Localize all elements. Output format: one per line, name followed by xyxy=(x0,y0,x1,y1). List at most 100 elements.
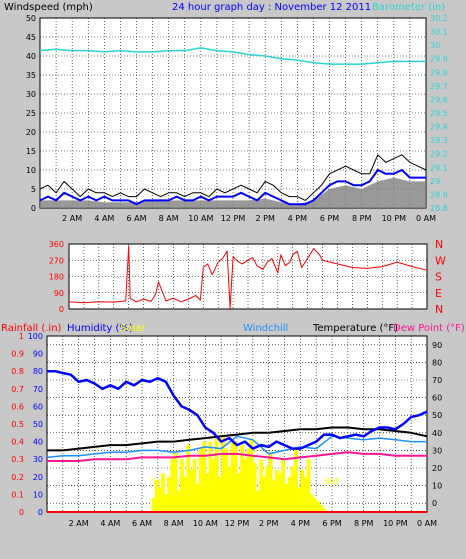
baro-ylabel: Barometer (in) xyxy=(372,2,445,13)
temp-y-ticks: 0 10 20 30 40 50 60 70 80 90 xyxy=(432,341,442,508)
windchill-line xyxy=(46,435,427,459)
wind-direction-line xyxy=(68,245,428,309)
humidity-y-tick: 10 xyxy=(33,490,43,499)
solar-bar xyxy=(297,487,301,512)
direction-compass-label: E xyxy=(435,287,442,300)
solar-bar xyxy=(243,459,247,512)
solar-bar xyxy=(164,494,168,512)
wind-x-tick: 0 AM xyxy=(416,214,436,223)
wind-x-tick: 12 PM xyxy=(221,214,246,223)
rain-y-tick: 0.3 xyxy=(11,455,24,464)
solar-bar xyxy=(252,462,257,512)
wind-x-tick: 2 PM xyxy=(255,214,274,223)
wind-x-tick: 10 PM xyxy=(382,214,407,223)
temp-x-tick: 6 AM xyxy=(132,519,152,528)
temp-x-tick: 8 AM xyxy=(164,519,184,528)
humidity-y-tick: 0 xyxy=(38,508,43,517)
wind-y-tick: 25 xyxy=(26,109,36,118)
rain-y-ticks: 0 0.1 0.2 0.3 0.4 0.5 0.6 0.7 0.8 0.9 1 xyxy=(11,332,24,517)
wind-y-tick: 20 xyxy=(26,128,36,137)
baro-y-tick: 28.9 xyxy=(430,190,448,199)
temp-y-tick: 90 xyxy=(432,341,442,350)
solar-bar xyxy=(192,459,197,512)
solar-bar xyxy=(224,448,228,512)
direction-y-ticks: 0 90 180 270 360 xyxy=(49,240,64,314)
wind-x-tick: 2 AM xyxy=(62,214,82,223)
solar-bar xyxy=(189,469,194,512)
wind-y-tick: 5 xyxy=(31,185,36,194)
direction-y-tick: 90 xyxy=(54,289,64,298)
solar-bar xyxy=(322,508,327,512)
temp-y-tick: 30 xyxy=(432,446,442,455)
solar-bar xyxy=(154,480,159,512)
rain-y-tick: 0.1 xyxy=(11,490,24,499)
legend-dewpoint: Dew Point (°F) xyxy=(393,323,465,334)
solar-bar xyxy=(161,473,165,512)
solar-bar xyxy=(180,459,184,512)
wind-average-area xyxy=(40,177,426,208)
temp-x-tick: 10 PM xyxy=(383,519,408,528)
temp-y-tick: 50 xyxy=(432,411,442,420)
humidity-y-tick: 40 xyxy=(33,438,43,447)
solar-bar xyxy=(218,476,222,512)
solar-bar xyxy=(268,452,273,512)
solar-bar xyxy=(183,476,187,512)
humidity-y-tick: 60 xyxy=(33,402,43,411)
temp-x-tick: 4 AM xyxy=(100,519,120,528)
solar-bar xyxy=(230,438,235,512)
temp-x-tick: 12 PM xyxy=(225,519,250,528)
wind-y-ticks: 0 5 10 15 20 25 30 35 40 45 50 xyxy=(26,14,36,213)
solar-bar xyxy=(240,445,244,512)
wind-x-tick: 6 AM xyxy=(126,214,146,223)
solar-bar xyxy=(170,459,175,512)
solar-bar xyxy=(186,445,190,512)
solar-bar xyxy=(265,466,270,512)
temp-series xyxy=(46,369,428,513)
baro-y-tick: 29.2 xyxy=(430,150,448,159)
direction-series xyxy=(68,245,428,309)
solar-bar xyxy=(233,441,238,512)
temp-x-tick: 8 PM xyxy=(354,519,373,528)
wind-x-tick: 4 PM xyxy=(288,214,307,223)
wind-y-tick: 50 xyxy=(26,14,36,23)
temp-y-tick: 80 xyxy=(432,358,442,367)
temp-y-tick: 20 xyxy=(432,464,442,473)
temp-y-tick: 60 xyxy=(432,394,442,403)
temperature-line xyxy=(47,426,428,452)
baro-y-tick: 29.8 xyxy=(430,68,448,77)
temp-y-tick: 0 xyxy=(432,499,437,508)
direction-compass-label: N xyxy=(435,238,443,251)
wind-y-tick: 35 xyxy=(26,71,36,80)
wind-speed-line xyxy=(39,169,426,206)
sunrise-label: Sun Rise xyxy=(152,477,191,487)
sunset-label: Set xyxy=(324,477,339,487)
wind-y-tick: 0 xyxy=(31,204,36,213)
rain-y-tick: 0.5 xyxy=(11,420,24,429)
solar-bar xyxy=(294,448,298,512)
solar-bar xyxy=(208,441,213,512)
wind-x-tick: 4 AM xyxy=(94,214,114,223)
legend-windchill: Windchill xyxy=(243,323,288,334)
rain-y-tick: 0.9 xyxy=(11,350,24,359)
solar-bar xyxy=(176,490,181,512)
solar-bar xyxy=(278,473,282,512)
humidity-y-ticks: 0 10 20 30 40 50 60 70 80 90 100 xyxy=(28,332,43,517)
solar-bar xyxy=(271,480,276,512)
solar-bar xyxy=(202,441,206,512)
solar-bar xyxy=(195,483,200,512)
solar-bar xyxy=(275,469,279,512)
baro-y-tick: 29.7 xyxy=(430,82,448,91)
legend-temperature: Temperature (°F) xyxy=(312,323,398,334)
wind-ylabel: Windspeed (mph) xyxy=(4,2,93,13)
wind-y-tick: 40 xyxy=(26,52,36,61)
humidity-y-tick: 90 xyxy=(33,350,43,359)
direction-y-tick: 360 xyxy=(49,240,64,249)
temp-x-tick: 2 AM xyxy=(69,519,89,528)
barometer-line xyxy=(39,47,426,65)
baro-y-tick: 30 xyxy=(430,41,440,50)
solar-bar xyxy=(227,466,232,512)
legend-humidity: Humidity (%) xyxy=(67,323,133,334)
temp-x-tick: 10 AM xyxy=(193,519,218,528)
wind-x-ticks: 2 AM 4 AM 6 AM 8 AM 10 AM 12 PM 2 PM 4 PM 6 PM 8 … xyxy=(62,214,436,223)
solar-bar xyxy=(281,459,285,512)
